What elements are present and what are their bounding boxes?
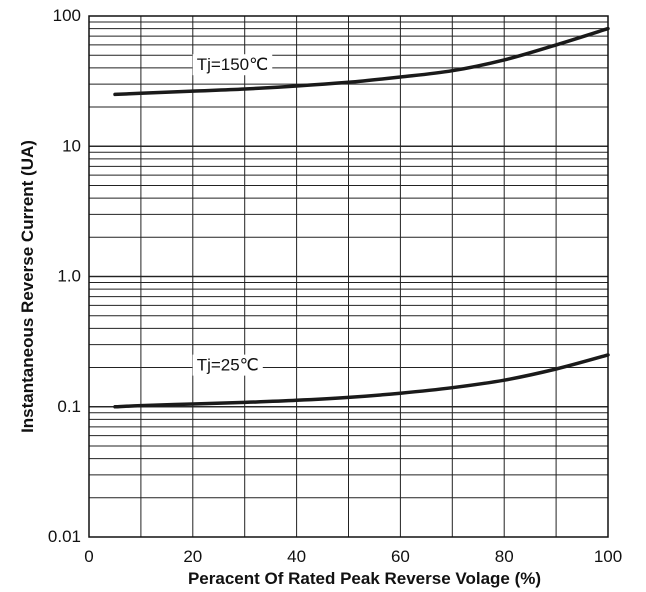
x-tick-label: 80 (495, 547, 514, 566)
series-label-tj25: Tj=25℃ (197, 356, 259, 375)
series-layer (115, 29, 608, 407)
series-label-tj150: Tj=150℃ (197, 55, 269, 74)
x-tick-label: 40 (287, 547, 306, 566)
y-tick-label: 1.0 (57, 267, 81, 286)
series-line-1 (115, 355, 608, 407)
x-tick-label: 20 (183, 547, 202, 566)
y-tick-label: 10 (62, 136, 81, 155)
x-axis-title: Peracent Of Rated Peak Reverse Volage (%… (188, 569, 541, 588)
x-tick-label: 100 (594, 547, 622, 566)
y-tick-label: 0.1 (57, 397, 81, 416)
y-tick-label: 100 (53, 6, 81, 25)
y-axis-title: Instantaneous Reverse Current (UA) (18, 140, 37, 433)
grid (89, 16, 608, 537)
y-tick-label: 0.01 (48, 527, 81, 546)
x-tick-label: 60 (391, 547, 410, 566)
x-tick-label: 0 (84, 547, 93, 566)
tick-layer: 0 20 40 60 80 100 0.01 0.1 1.0 10 100 (48, 6, 622, 566)
